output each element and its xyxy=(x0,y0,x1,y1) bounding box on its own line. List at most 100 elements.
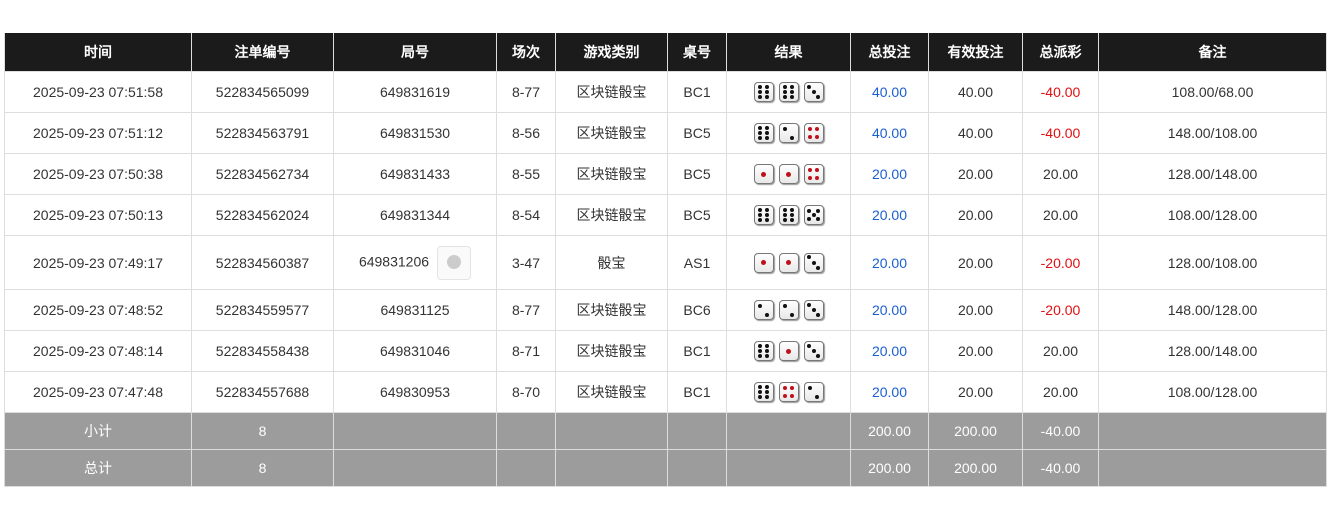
dice-4-icon xyxy=(778,382,799,402)
payout-cell: -20.00 xyxy=(1022,235,1099,290)
dice-3-icon xyxy=(803,341,824,361)
empty-cell xyxy=(333,449,497,487)
round-cell: 649830953 xyxy=(333,371,497,413)
subtotal-row: 小计 8 200.00 200.00 -40.00 xyxy=(4,412,1327,450)
table-row: 2025-09-23 07:50:13 522834562024 649831344… xyxy=(4,194,1327,236)
summary-valid: 200.00 xyxy=(928,449,1023,487)
table-cell: BC1 xyxy=(667,71,727,113)
dice-3-icon xyxy=(803,82,824,102)
total-bet-cell: 20.00 xyxy=(850,289,929,331)
dice-6-icon xyxy=(778,205,799,225)
bet-records-table: 时间 注单编号 局号 场次 游戏类别 桌号 结果 总投注 有效投注 总派彩 备注 2025-09-2… xyxy=(4,33,1327,487)
column-header: 局号 xyxy=(333,33,497,72)
table-row: 2025-09-23 07:47:48 522834557688 649830953… xyxy=(4,371,1327,413)
total-bet-cell: 20.00 xyxy=(850,194,929,236)
total-bet-cell: 20.00 xyxy=(850,153,929,195)
dice-3-icon xyxy=(803,252,824,273)
round-number: 649831530 xyxy=(379,125,451,141)
dice-6-icon xyxy=(753,82,774,102)
empty-cell xyxy=(333,412,497,450)
time-cell: 2025-09-23 07:51:12 xyxy=(4,112,192,154)
valid-bet-cell: 20.00 xyxy=(928,289,1023,331)
round-number: 649831206 xyxy=(358,253,430,270)
session-cell: 8-54 xyxy=(496,194,556,236)
valid-bet-cell: 20.00 xyxy=(928,371,1023,413)
summary-valid: 200.00 xyxy=(928,412,1023,450)
empty-cell xyxy=(496,449,556,487)
empty-cell xyxy=(667,412,727,450)
dice-1-icon xyxy=(778,164,799,184)
game-type-cell: 区块链骰宝 xyxy=(555,71,668,113)
result-cell xyxy=(726,371,851,413)
result-cell xyxy=(726,194,851,236)
bet-id-cell: 522834557688 xyxy=(191,371,334,413)
game-type-cell: 区块链骰宝 xyxy=(555,112,668,154)
round-cell: 649831433 xyxy=(333,153,497,195)
result-cell xyxy=(726,153,851,195)
note-cell: 148.00/128.00 xyxy=(1098,289,1327,331)
empty-cell xyxy=(496,412,556,450)
column-header: 时间 xyxy=(4,33,192,72)
table-header: 时间 注单编号 局号 场次 游戏类别 桌号 结果 总投注 有效投注 总派彩 备注 xyxy=(4,33,1327,72)
table-row: 2025-09-23 07:49:17 522834560387 649831206… xyxy=(4,235,1327,290)
dice-6-icon xyxy=(753,341,774,361)
column-header: 注单编号 xyxy=(191,33,334,72)
game-type-cell: 骰宝 xyxy=(555,235,668,290)
table-cell: BC1 xyxy=(667,371,727,413)
table-row: 2025-09-23 07:48:52 522834559577 649831125… xyxy=(4,289,1327,331)
dice-2-icon xyxy=(753,300,774,320)
bet-id-cell: 522834563791 xyxy=(191,112,334,154)
empty-cell xyxy=(555,449,668,487)
empty-cell xyxy=(726,449,851,487)
total-row: 总计 8 200.00 200.00 -40.00 xyxy=(4,449,1327,487)
table-row: 2025-09-23 07:51:58 522834565099 649831619… xyxy=(4,71,1327,113)
total-bet-cell: 40.00 xyxy=(850,71,929,113)
empty-cell xyxy=(726,412,851,450)
summary-payout: -40.00 xyxy=(1022,412,1099,450)
column-header: 总派彩 xyxy=(1022,33,1099,72)
video-replay-icon[interactable] xyxy=(437,245,472,280)
total-bet-cell: 20.00 xyxy=(850,371,929,413)
column-header: 桌号 xyxy=(667,33,727,72)
result-cell xyxy=(726,289,851,331)
round-cell: 649831046 xyxy=(333,330,497,372)
note-cell: 128.00/148.00 xyxy=(1098,330,1327,372)
column-header: 总投注 xyxy=(850,33,929,72)
table-cell: BC5 xyxy=(667,194,727,236)
dice-6-icon xyxy=(753,382,774,402)
round-number: 649831344 xyxy=(379,207,451,223)
time-cell: 2025-09-23 07:47:48 xyxy=(4,371,192,413)
bet-id-cell: 522834560387 xyxy=(191,235,334,290)
time-cell: 2025-09-23 07:51:58 xyxy=(4,71,192,113)
session-cell: 8-56 xyxy=(496,112,556,154)
empty-cell xyxy=(667,449,727,487)
summary-bet: 200.00 xyxy=(850,449,929,487)
dice-6-icon xyxy=(778,82,799,102)
game-type-cell: 区块链骰宝 xyxy=(555,194,668,236)
table-row: 2025-09-23 07:51:12 522834563791 649831530… xyxy=(4,112,1327,154)
result-cell xyxy=(726,235,851,290)
round-cell: 649831619 xyxy=(333,71,497,113)
summary-count: 8 xyxy=(191,449,334,487)
table-cell: BC5 xyxy=(667,112,727,154)
time-cell: 2025-09-23 07:48:14 xyxy=(4,330,192,372)
round-cell: 649831530 xyxy=(333,112,497,154)
summary-bet: 200.00 xyxy=(850,412,929,450)
payout-cell: -40.00 xyxy=(1022,71,1099,113)
dice-5-icon xyxy=(803,205,824,225)
payout-cell: 20.00 xyxy=(1022,330,1099,372)
column-header: 结果 xyxy=(726,33,851,72)
dice-2-icon xyxy=(778,123,799,143)
table-row: 2025-09-23 07:48:14 522834558438 649831046… xyxy=(4,330,1327,372)
empty-cell xyxy=(1098,412,1327,450)
note-cell: 128.00/148.00 xyxy=(1098,153,1327,195)
dice-4-icon xyxy=(803,123,824,143)
bet-id-cell: 522834562734 xyxy=(191,153,334,195)
bet-id-cell: 522834562024 xyxy=(191,194,334,236)
valid-bet-cell: 40.00 xyxy=(928,112,1023,154)
table-cell: BC6 xyxy=(667,289,727,331)
valid-bet-cell: 20.00 xyxy=(928,330,1023,372)
result-cell xyxy=(726,112,851,154)
table-cell: AS1 xyxy=(667,235,727,290)
session-cell: 3-47 xyxy=(496,235,556,290)
